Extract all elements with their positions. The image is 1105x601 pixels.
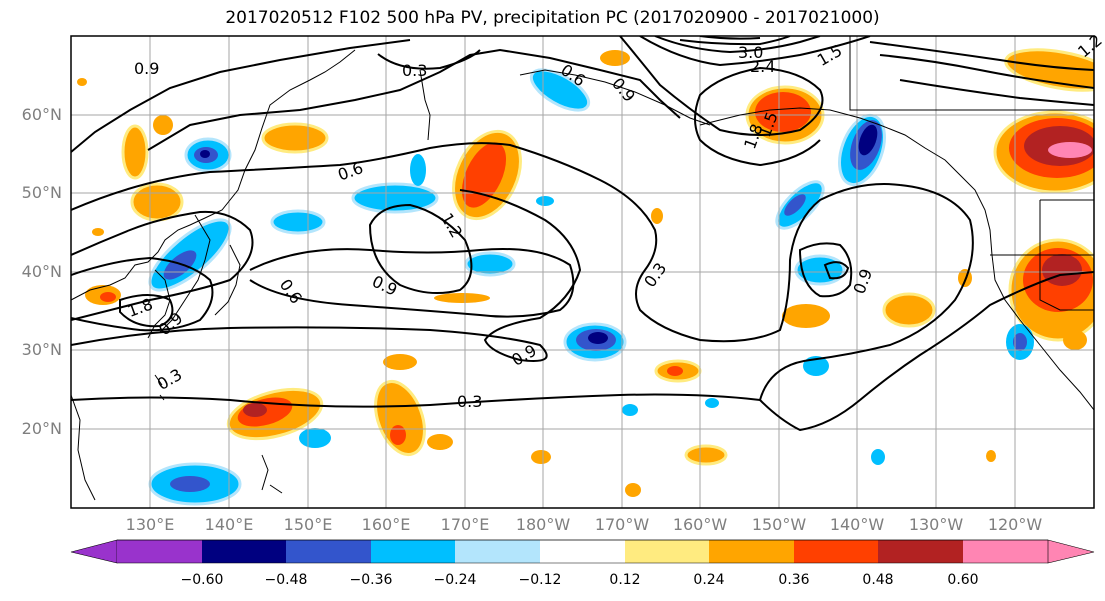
contour-label: 3.0 [738,43,763,62]
colorbar-bin-5 [455,540,540,563]
longitude-label: 180°W [515,515,571,534]
latitude-label: 50°N [21,183,62,202]
contour-label: 0.3 [154,365,186,394]
longitude-label: 160°W [672,515,728,534]
colorbar-bin-6 [540,540,625,563]
colorbar-tick-label: 0.12 [609,572,641,588]
map-frame [70,35,1095,509]
contour-label: 0.9 [850,266,877,296]
contour-label: 0.3 [457,392,482,411]
colorbar [70,539,1095,564]
colorbar-low-extend [70,539,118,564]
longitude-label: 120°W [987,515,1043,534]
latitude-label: 40°N [21,262,62,281]
colorbar-bin-7 [625,540,709,563]
longitude-label: 170°W [594,515,650,534]
longitude-label: 130°W [908,515,964,534]
contour-label: 0.6 [276,275,306,307]
colorbar-tick-label: 0.36 [778,572,810,588]
colorbar-tick-label: 0.60 [947,572,979,588]
contour-label: 0.9 [369,272,400,300]
contour-label: 0.9 [134,59,159,78]
contour-label: 0.9 [155,308,187,339]
colorbar-bin-1 [117,540,202,563]
longitude-label: 160°E [361,515,411,534]
colorbar-bin-11 [963,540,1048,563]
colorbar-bin-8 [709,540,794,563]
colorbar-tick-label: 0.24 [693,572,725,588]
colorbar-tick-label: −0.24 [433,572,477,588]
longitude-label: 150°E [283,515,333,534]
precipitation-shading [77,48,1094,506]
latitude-label: 60°N [21,105,62,124]
colorbar-bin-10 [878,540,963,563]
colorbar-outline-box [117,539,1048,564]
graticule [71,36,1094,508]
colorbar-bin-9 [794,540,878,563]
map-title: 2017020512 F102 500 hPa PV, precipitatio… [225,8,880,28]
colorbar-bin-2 [202,540,286,563]
colorbar-tick-label: −0.36 [349,572,393,588]
longitude-label: 150°W [751,515,807,534]
colorbar-bin-4 [371,540,455,563]
latitude-label: 20°N [21,419,62,438]
longitude-label: 140°W [829,515,885,534]
colorbar-tick-label: 0.48 [862,572,894,588]
colorbar-high-extend [1047,539,1095,564]
coastlines [71,36,1094,501]
longitude-label: 130°E [125,515,175,534]
contour-label: 1.8 [125,294,155,321]
latitude-label: 30°N [21,340,62,359]
longitude-label: 170°E [440,515,490,534]
contour-label: 0.3 [402,61,427,80]
longitude-label: 140°E [204,515,254,534]
pv-contours [71,36,1094,432]
contour-label: 0.3 [640,259,670,291]
colorbar-tick-label: −0.12 [518,572,562,588]
colorbar-bin-3 [286,540,371,563]
colorbar-tick-label: −0.60 [180,572,224,588]
contour-label: 0.9 [508,341,540,370]
colorbar-tick-label: −0.48 [264,572,308,588]
contour-label: 2.4 [750,57,775,76]
